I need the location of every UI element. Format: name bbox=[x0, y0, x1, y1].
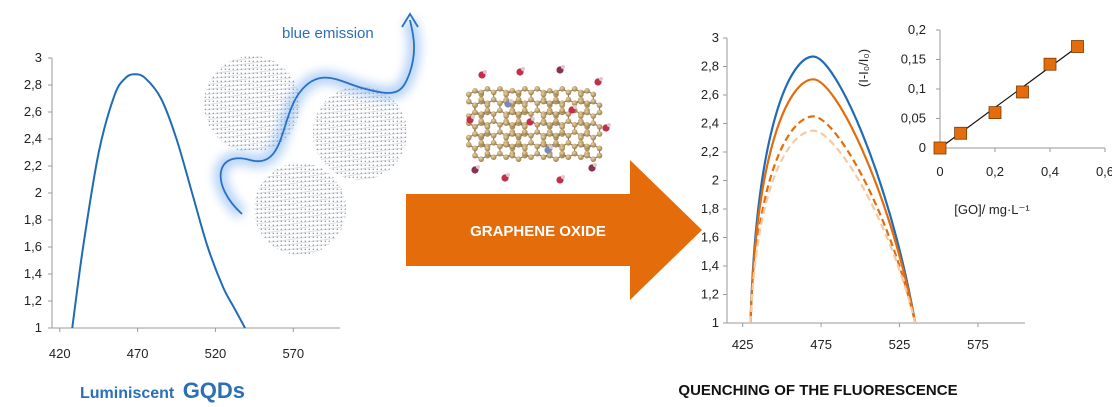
right-y-tick-label: 2,4 bbox=[701, 116, 719, 131]
right-y-tick-label: 1 bbox=[712, 315, 719, 330]
left-x-tick-label: 520 bbox=[205, 346, 227, 361]
left-caption: Luminiscent GQDs bbox=[80, 378, 245, 403]
quenching-series-line-2 bbox=[749, 78, 917, 324]
inset-y-tick-label: 0,15 bbox=[901, 52, 926, 67]
left-x-tick-label: 470 bbox=[127, 346, 149, 361]
inset-data-point bbox=[954, 126, 968, 140]
right-caption: QUENCHING OF THE FLUORESCENCE bbox=[678, 382, 957, 399]
right-y-tick-label: 3 bbox=[712, 30, 719, 45]
inset-data-point bbox=[988, 106, 1002, 119]
stern-volmer-inset-chart: 00,050,10,150,2 0 0,2 0,4 0,6 [GO]/ mg·L⁻¹ … bbox=[856, 22, 1112, 217]
left-x-tick-label: 570 bbox=[282, 346, 304, 361]
graphene-oxide-molecule-icon bbox=[465, 65, 611, 184]
right-x-tick-label: 525 bbox=[889, 337, 911, 352]
emission-wave-icon bbox=[214, 12, 421, 219]
quenching-series-line-4 bbox=[749, 129, 917, 324]
right-arrow-icon: GRAPHENE OXIDE bbox=[406, 160, 702, 300]
left-y-tick-label: 2,6 bbox=[24, 104, 42, 119]
inset-x-tick-label: 0 bbox=[936, 164, 943, 179]
left-y-tick-label: 2,4 bbox=[24, 131, 42, 146]
left-y-tick-label: 1 bbox=[35, 320, 42, 335]
right-y-tick-label: 1,2 bbox=[701, 287, 719, 302]
gqd-particle-icon bbox=[204, 56, 407, 255]
inset-y-label: (I-I₀/I₀) bbox=[856, 49, 871, 87]
left-x-tick-label: 420 bbox=[49, 346, 71, 361]
inset-y-tick-label: 0,2 bbox=[908, 22, 926, 37]
quenching-spectra-chart: 1 1,2 1,4 1,6 1,8 2 2,2 2,4 2,6 2,8 3 425 475 525 575 bbox=[701, 30, 1025, 352]
quenching-series-line-1 bbox=[749, 55, 917, 324]
left-y-tick-label: 1,6 bbox=[24, 239, 42, 254]
inset-data-point bbox=[933, 141, 947, 155]
right-y-tick-label: 2,8 bbox=[701, 59, 719, 74]
inset-x-tick-label: 0,4 bbox=[1041, 164, 1059, 179]
left-y-tick-label: 2 bbox=[35, 185, 42, 200]
emission-arrowhead bbox=[401, 12, 419, 28]
left-y-tick-label: 3 bbox=[35, 50, 42, 65]
inset-data-point bbox=[1071, 40, 1084, 53]
right-x-tick-label: 475 bbox=[810, 337, 832, 352]
left-y-tick-label: 1,8 bbox=[24, 212, 42, 227]
inset-x-label: [GO]/ mg·L⁻¹ bbox=[954, 202, 1030, 217]
inset-x-tick-label: 0,2 bbox=[986, 164, 1004, 179]
right-y-tick-label: 2,2 bbox=[701, 144, 719, 159]
inset-y-tick-label: 0 bbox=[919, 140, 926, 155]
inset-data-point bbox=[1043, 57, 1057, 71]
caption-luminiscent: Luminiscent bbox=[80, 385, 175, 402]
right-y-tick-label: 1,6 bbox=[701, 230, 719, 245]
blue-emission-label: blue emission bbox=[282, 25, 374, 42]
right-x-tick-label: 575 bbox=[967, 337, 989, 352]
left-y-tick-label: 2,8 bbox=[24, 77, 42, 92]
left-y-tick-label: 2,2 bbox=[24, 158, 42, 173]
gqd-emission-chart: 1 1,2 1,4 1,6 1,8 2 2,2 2,4 2,6 2,8 3 420 470 520 570 bbox=[24, 50, 340, 361]
right-y-tick-label: 2,6 bbox=[701, 87, 719, 102]
inset-y-tick-label: 0,1 bbox=[908, 81, 926, 96]
inset-x-tick-label: 0,6 bbox=[1096, 164, 1112, 179]
right-x-tick-label: 425 bbox=[732, 337, 754, 352]
graphene-oxide-label: GRAPHENE OXIDE bbox=[470, 223, 606, 240]
right-y-tick-label: 1,4 bbox=[701, 258, 719, 273]
inset-data-point bbox=[1016, 85, 1029, 99]
left-y-tick-label: 1,4 bbox=[24, 266, 42, 281]
gqd-emission-line bbox=[71, 73, 246, 329]
right-y-tick-label: 1,8 bbox=[701, 201, 719, 216]
right-y-tick-label: 2 bbox=[712, 173, 719, 188]
inset-y-tick-label: 0,05 bbox=[901, 111, 926, 126]
quenching-series-line-3 bbox=[749, 115, 917, 324]
left-y-tick-label: 1,2 bbox=[24, 293, 42, 308]
caption-gqds: GQDs bbox=[183, 378, 245, 403]
